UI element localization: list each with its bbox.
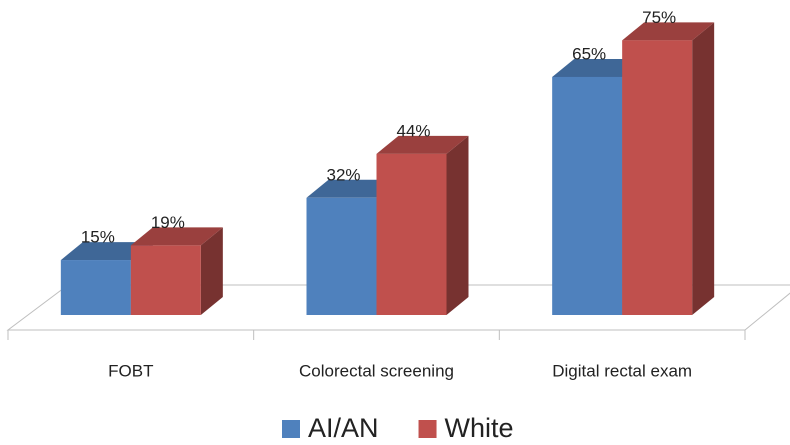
value-label: 44%: [396, 121, 430, 140]
bar-top: [622, 22, 715, 41]
value-label: 19%: [151, 213, 185, 232]
bar-top: [552, 58, 645, 77]
bar-top: [130, 227, 223, 246]
bar-side: [200, 227, 223, 315]
value-label: 15%: [81, 228, 115, 247]
bar: [552, 76, 623, 315]
x-tick-label: Colorectal screening: [299, 361, 454, 380]
value-label: 65%: [572, 44, 606, 63]
bar: [376, 153, 447, 315]
value-label: 32%: [326, 165, 360, 184]
x-tick-label: FOBT: [108, 361, 153, 380]
legend-label: White: [445, 413, 514, 443]
bar: [622, 40, 693, 315]
value-label: 75%: [642, 8, 676, 27]
bar-top: [306, 179, 399, 198]
x-tick-label: Digital rectal exam: [552, 361, 692, 380]
bar-top: [376, 135, 469, 154]
bar: [60, 260, 131, 315]
bar: [130, 245, 201, 315]
bar-side: [692, 22, 715, 315]
bar: [306, 197, 377, 315]
legend-label: AI/AN: [308, 413, 379, 443]
bar-side: [446, 135, 469, 315]
legend-swatch: [282, 420, 300, 438]
bar-top: [60, 242, 153, 261]
legend-swatch: [418, 420, 437, 438]
